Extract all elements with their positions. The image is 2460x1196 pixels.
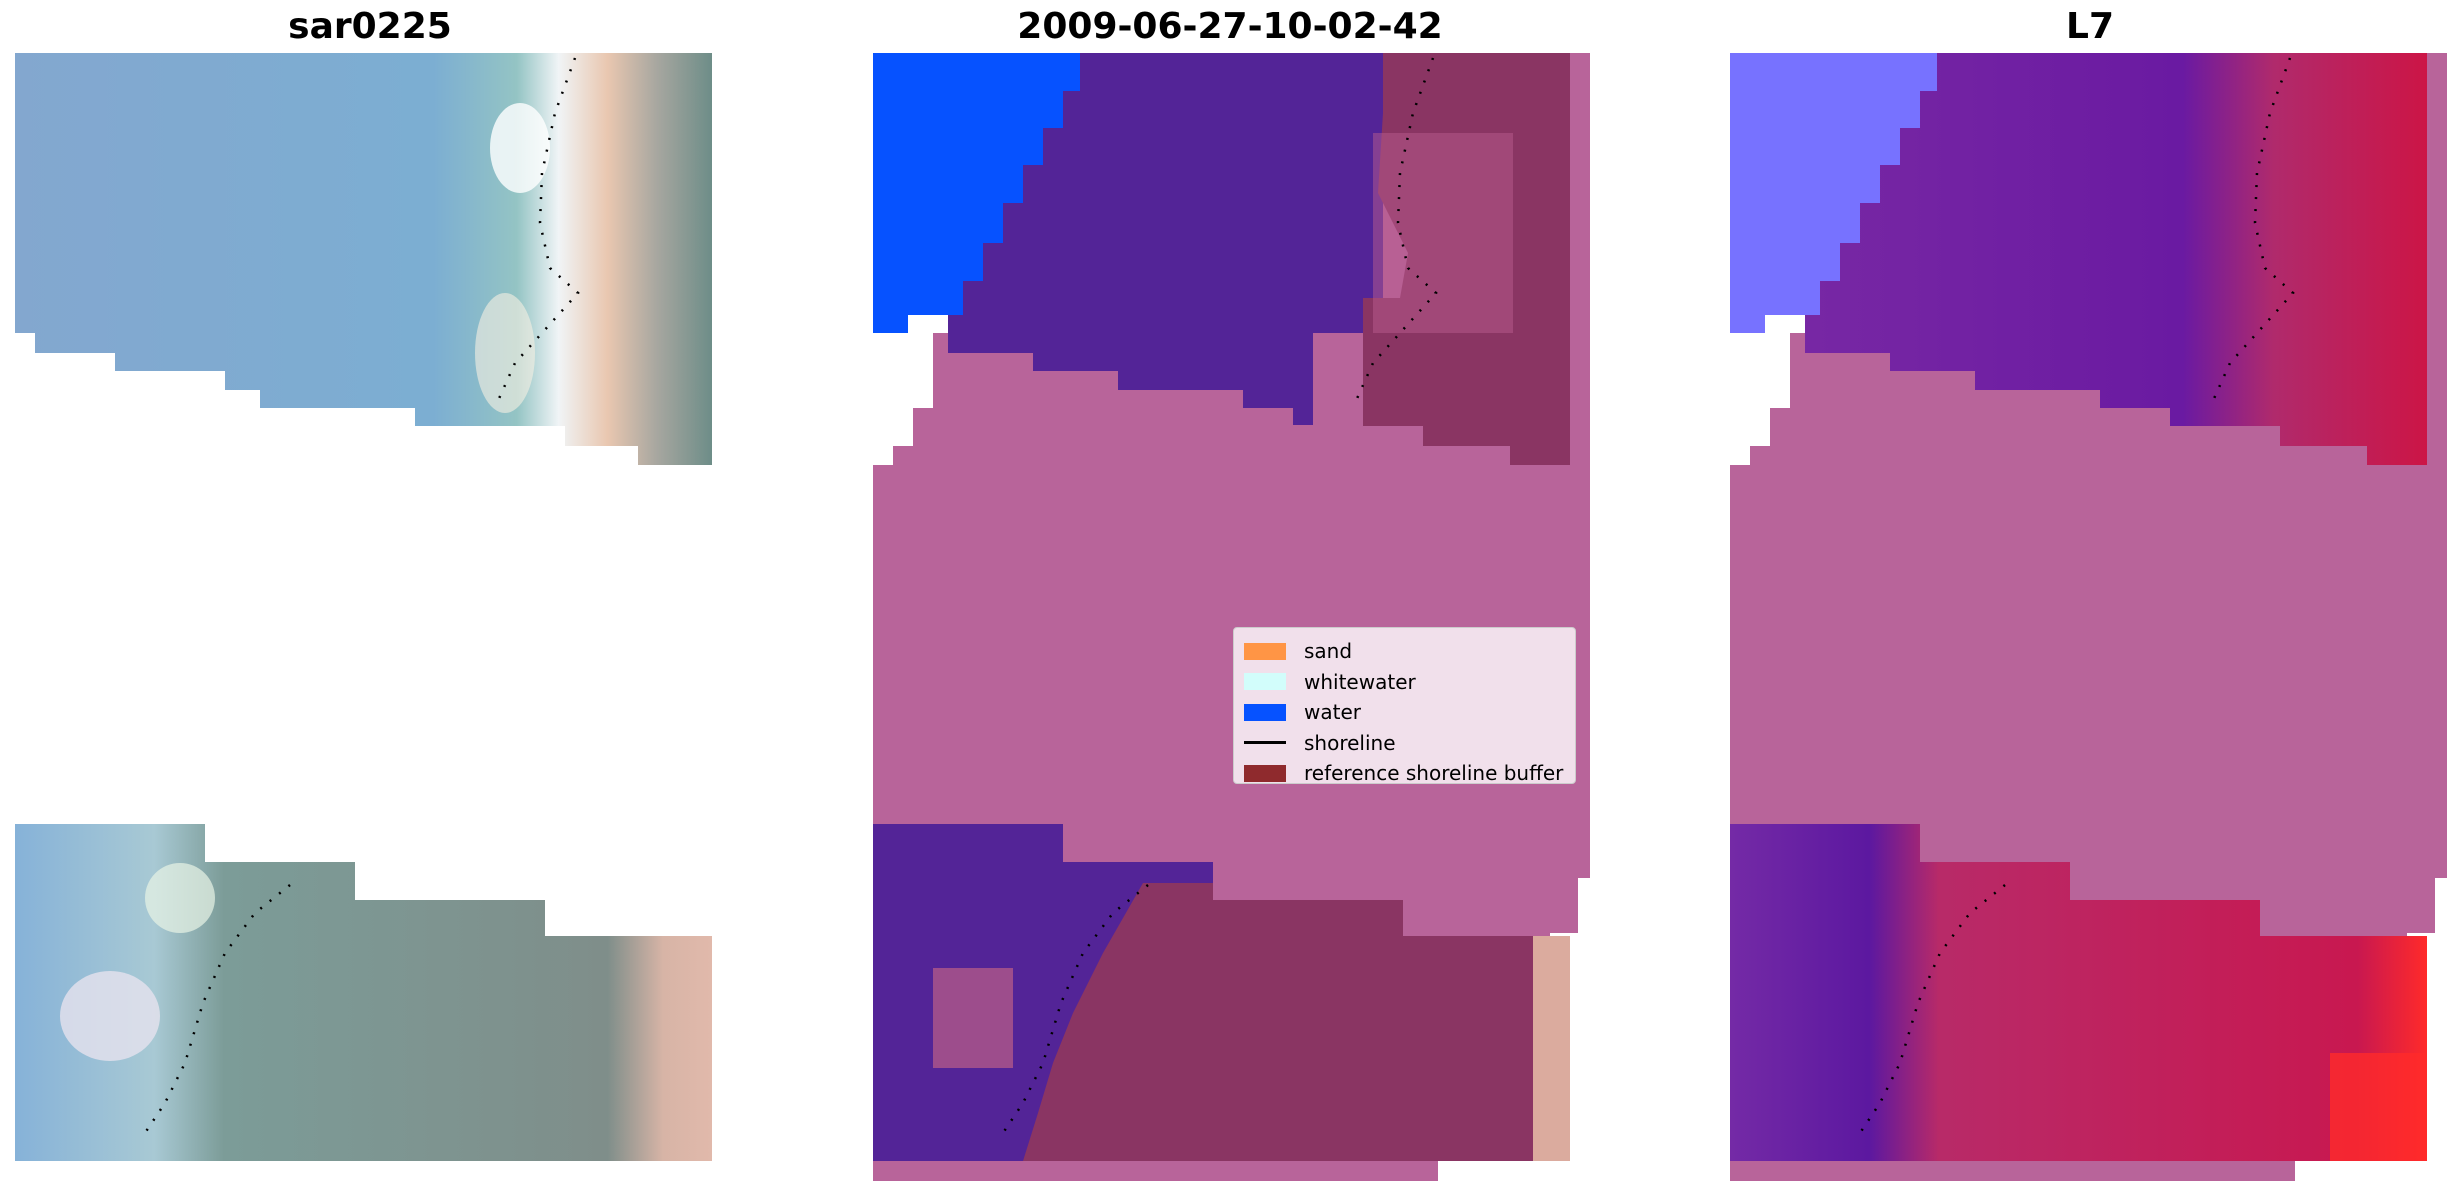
legend-label: water	[1304, 700, 1361, 725]
legend-item-buffer: reference shoreline buffer	[1244, 758, 1565, 789]
buffer-swatch	[1244, 764, 1286, 782]
classification-panel	[873, 53, 1593, 1183]
water-swatch	[1244, 703, 1286, 721]
shoreline-upper	[495, 57, 580, 404]
legend-label: sand	[1304, 639, 1353, 664]
rgb-image-panel	[15, 53, 715, 1183]
index-image	[1730, 53, 2447, 1181]
legend: sand whitewater water shoreline referenc…	[1233, 627, 1576, 785]
index-lower-region	[1730, 824, 2427, 1161]
legend-label: reference shoreline buffer	[1304, 761, 1564, 786]
water-class-region	[873, 53, 1080, 333]
panel-title-classification: 2009-06-27-10-02-42	[1017, 6, 1443, 47]
legend-label: shoreline	[1304, 730, 1396, 755]
dark-water-upper	[948, 53, 1383, 425]
rgb-image	[15, 53, 712, 1161]
legend-item-shoreline: shoreline	[1244, 728, 1565, 759]
legend-item-sand: sand	[1244, 636, 1565, 667]
panel-title-rgb: sar0225	[288, 6, 452, 47]
shoreline-swatch	[1244, 741, 1286, 745]
index-upper-region	[1730, 53, 2427, 465]
classification-image	[873, 53, 1590, 1181]
dark-water-lower	[873, 824, 1213, 1161]
rgb-upper-region	[15, 53, 712, 465]
sand-swatch	[1244, 642, 1286, 660]
whitewater-swatch	[1244, 673, 1286, 691]
legend-item-water: water	[1244, 697, 1565, 728]
index-panel	[1730, 53, 2450, 1183]
panel-title-index: L7	[2066, 6, 2114, 47]
legend-item-whitewater: whitewater	[1244, 667, 1565, 698]
index-water-region	[1730, 53, 1937, 333]
legend-label: whitewater	[1304, 669, 1416, 694]
